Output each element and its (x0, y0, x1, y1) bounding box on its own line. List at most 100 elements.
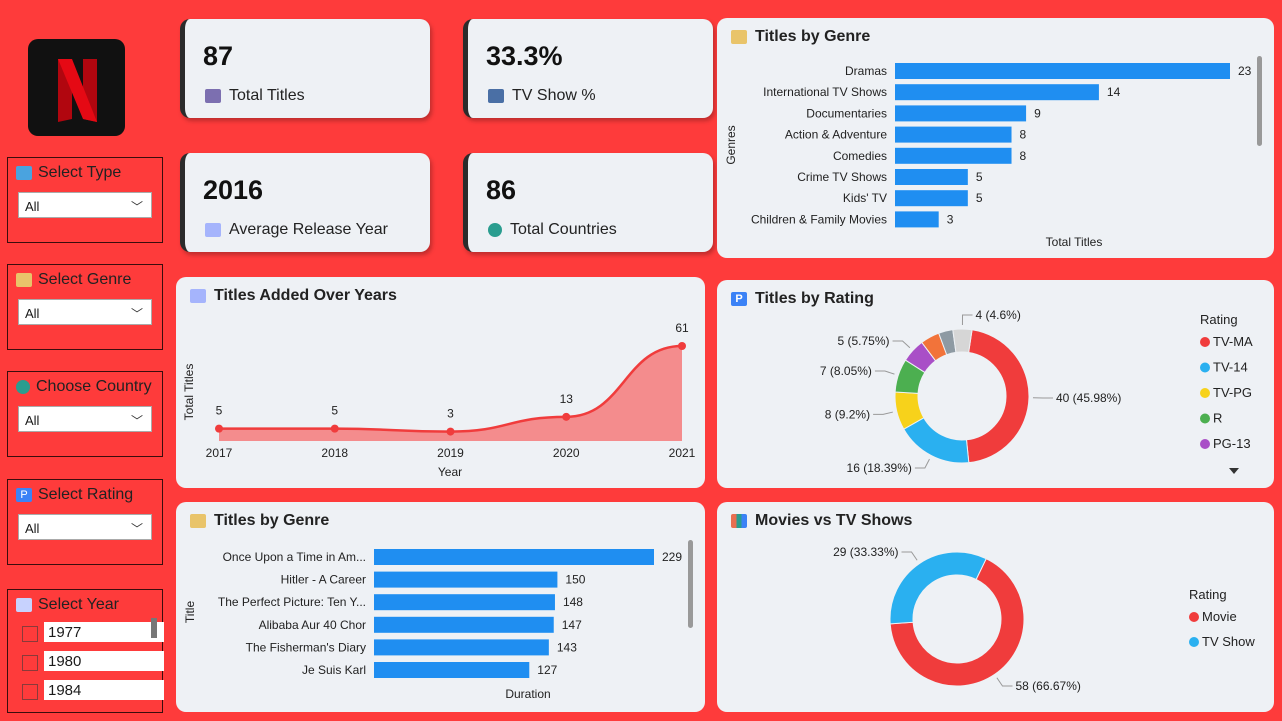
theater-masks-icon (16, 273, 32, 287)
data-point (330, 424, 339, 433)
legend-swatch (1189, 612, 1199, 622)
data-label: 29 (33.33%) (833, 545, 898, 559)
theater-masks-icon (731, 30, 747, 44)
leader-line (873, 411, 893, 415)
theater-masks-icon (190, 514, 206, 528)
series-line (218, 344, 683, 433)
type-dropdown[interactable]: All ﹀ (18, 192, 152, 218)
calendar-icon (205, 223, 221, 237)
year-option[interactable]: 1980 (44, 651, 164, 671)
bar (895, 211, 939, 228)
data-label: 4 (4.6%) (976, 308, 1021, 322)
year-checkbox[interactable] (22, 684, 38, 700)
kpi-value: 33.3% (486, 41, 563, 71)
legend-swatch (1200, 337, 1210, 347)
chevron-down-icon: ﹀ (130, 522, 143, 536)
year-checkbox[interactable] (22, 626, 38, 642)
scrollbar[interactable] (1257, 56, 1262, 146)
years-chart-card: Titles Added Over Years 5 2017 5 2018 3 2019 1… (176, 277, 705, 488)
globe-icon (488, 223, 502, 237)
country-dropdown[interactable]: All ﹀ (18, 406, 152, 432)
type-donut-chart: 58 (66.67%) 29 (33.33%) Rating Movie TV Show (833, 545, 1255, 693)
dropdown-value: All (25, 199, 40, 214)
donut-slice (889, 558, 1025, 687)
y-axis-title: Title (183, 601, 197, 624)
legend-swatch (1200, 413, 1210, 424)
kpi-label: Total Countries (510, 221, 617, 238)
y-axis-title: Total Titles (182, 364, 196, 421)
year-checkbox[interactable] (22, 655, 38, 671)
chart-title: Titles by Rating (755, 290, 874, 307)
chart-title: Movies vs TV Shows (755, 512, 913, 529)
rating-chart-card: P Titles by Rating 40 (45.98%) 16 (18.39%)… (717, 280, 1274, 488)
leader-line (996, 677, 1013, 687)
data-label: 8 (1020, 128, 1027, 142)
category-label: Action & Adventure (785, 128, 887, 142)
x-tick-label: 2017 (206, 446, 233, 460)
calendar-icon (190, 289, 206, 303)
legend-swatch (1189, 637, 1199, 647)
category-label: Hitler - A Career (281, 573, 366, 587)
category-label: Once Upon a Time in Am... (223, 550, 366, 564)
calendar-icon (16, 598, 32, 612)
category-label: The Perfect Picture: Ten Y... (218, 595, 366, 609)
legend-title: Rating (1189, 587, 1227, 602)
bar-chart-icon (731, 514, 747, 528)
data-label: 61 (675, 321, 689, 335)
netflix-logo (28, 39, 125, 136)
data-label: 14 (1107, 85, 1121, 99)
bar (374, 616, 554, 633)
x-axis-title: Year (438, 465, 462, 479)
netflix-n-icon (58, 59, 97, 122)
chevron-down-icon: ﹀ (130, 200, 143, 214)
x-tick-label: 2020 (553, 446, 580, 460)
slicer-genre: Select Genre All ﹀ (7, 264, 163, 350)
legend-label: TV-PG (1213, 385, 1252, 400)
kpi-value: 2016 (203, 175, 264, 205)
scrollbar[interactable] (151, 618, 157, 638)
genre-dropdown[interactable]: All ﹀ (18, 299, 152, 325)
slicer-title: Select Rating (38, 486, 134, 503)
x-tick-label: 2021 (669, 446, 696, 460)
tv-icon (16, 166, 32, 180)
chart-title: Titles Added Over Years (214, 287, 397, 304)
category-label: The Fisherman's Diary (246, 640, 366, 654)
rating-dropdown[interactable]: All ﹀ (18, 514, 152, 540)
bar (374, 662, 530, 678)
slicer-title: Select Type (38, 164, 122, 181)
chart-title: Titles by Genre (755, 28, 871, 45)
scrollbar[interactable] (688, 540, 693, 628)
donut-slice (952, 328, 973, 354)
data-label: 127 (537, 663, 557, 677)
chevron-down-icon: ﹀ (130, 307, 143, 321)
leader-line (901, 551, 918, 561)
data-point (678, 342, 686, 350)
year-option[interactable]: 1977 (44, 622, 164, 642)
data-point (446, 427, 455, 436)
genre-bar-chart: Dramas 23 International TV Shows 14 Document… (724, 63, 1252, 249)
data-label: 147 (562, 618, 582, 632)
category-label: International TV Shows (763, 85, 887, 99)
data-label: 23 (1238, 64, 1252, 78)
slicer-title: Choose Country (36, 378, 152, 395)
legend-scroll-down-icon[interactable] (1229, 468, 1239, 474)
category-label: Je Suis Karl (302, 663, 366, 677)
donut-slice (903, 417, 970, 464)
duration-bar-chart: Once Upon a Time in Am... 229 Hitler - A C… (183, 549, 682, 701)
data-label: 7 (8.05%) (820, 364, 872, 378)
category-label: Comedies (833, 149, 887, 163)
data-label: 150 (565, 573, 585, 587)
x-axis-title: Duration (505, 687, 550, 701)
years-area-chart: 5 2017 5 2018 3 2019 13 2020 61 2021 Year Total Tit… (182, 321, 696, 479)
leader-line (961, 314, 973, 326)
year-option[interactable]: 1984 (44, 680, 164, 700)
kpi-value: 87 (203, 41, 234, 71)
chart-title: Titles by Genre (214, 512, 330, 529)
data-label: 229 (662, 550, 682, 564)
data-label: 13 (560, 392, 574, 406)
legend-label: TV Show (1202, 634, 1255, 649)
leader-line (892, 340, 911, 349)
data-label: 5 (331, 404, 338, 418)
slicer-title: Select Genre (38, 271, 132, 288)
data-label: 3 (947, 212, 954, 226)
